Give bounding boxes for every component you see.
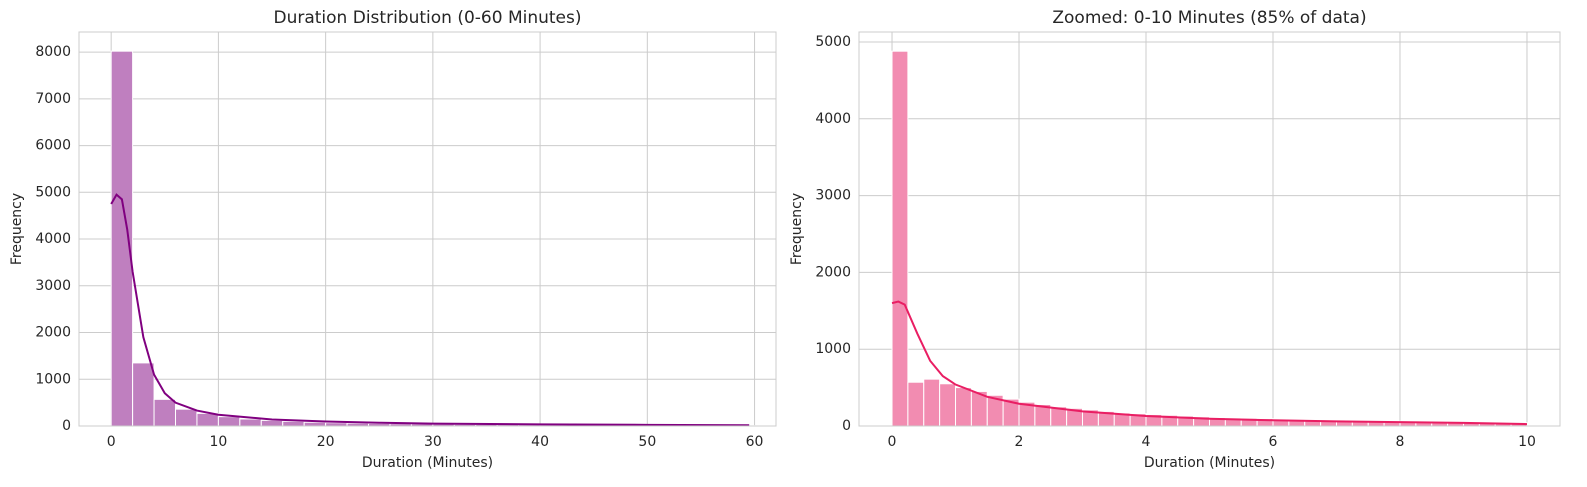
x-tick-label: 20 <box>317 434 335 450</box>
x-axis-label: Duration (Minutes) <box>362 455 493 471</box>
bar <box>939 383 957 427</box>
y-tick-label: 3000 <box>35 278 71 294</box>
bar <box>239 418 262 427</box>
x-axis-label: Duration (Minutes) <box>1144 455 1275 471</box>
y-tick-label: 5000 <box>35 184 71 200</box>
y-tick-label: 2000 <box>815 264 851 280</box>
plot-frame <box>858 31 1561 427</box>
x-tick-label: 0 <box>107 434 116 450</box>
y-tick-label: 3000 <box>815 188 851 204</box>
y-tick-label: 7000 <box>35 91 71 107</box>
y-tick-label: 6000 <box>35 138 71 154</box>
y-axis-label: Frequency <box>789 193 805 265</box>
kde-line <box>110 193 750 427</box>
bar <box>303 421 327 427</box>
x-tick-label: 30 <box>424 434 442 450</box>
chart-title: Duration Distribution (0-60 Minutes) <box>274 8 582 28</box>
y-tick-label: 4000 <box>35 231 71 247</box>
bar <box>196 412 219 427</box>
bar <box>110 50 134 427</box>
bar <box>175 408 198 427</box>
y-tick-label: 8000 <box>35 44 71 60</box>
bar <box>217 416 241 427</box>
x-tick-label: 4 <box>1142 434 1151 450</box>
bar <box>955 387 972 427</box>
y-axis-label: Frequency <box>9 193 25 265</box>
x-tick-label: 40 <box>531 434 549 450</box>
bar <box>923 378 941 427</box>
kde-line <box>891 300 1527 426</box>
x-tick-label: 0 <box>888 434 897 450</box>
y-tick-label: 0 <box>842 418 851 434</box>
plot-frame <box>78 31 777 427</box>
bar <box>260 419 284 427</box>
x-tick-label: 8 <box>1396 434 1405 450</box>
bar <box>907 381 925 427</box>
bar <box>282 420 305 427</box>
x-tick-label: 10 <box>209 434 227 450</box>
x-tick-label: 6 <box>1269 434 1278 450</box>
y-tick-label: 1000 <box>35 371 71 387</box>
y-tick-label: 1000 <box>815 341 851 357</box>
x-tick-label: 50 <box>638 434 656 450</box>
chart-title: Zoomed: 0-10 Minutes (85% of data) <box>1052 8 1366 28</box>
x-tick-label: 10 <box>1518 434 1536 450</box>
y-tick-label: 2000 <box>35 325 71 341</box>
y-tick-label: 5000 <box>815 34 851 50</box>
y-tick-label: 4000 <box>815 111 851 127</box>
x-tick-label: 60 <box>746 434 764 450</box>
bar <box>132 362 155 427</box>
y-tick-label: 0 <box>62 418 71 434</box>
x-tick-label: 2 <box>1015 434 1024 450</box>
bar <box>153 398 177 427</box>
bar <box>891 50 909 427</box>
